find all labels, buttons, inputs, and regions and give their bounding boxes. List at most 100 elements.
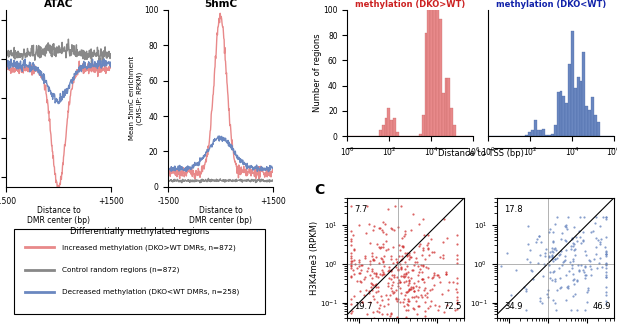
Bar bbox=[424, 32, 428, 136]
Point bbox=[429, 272, 439, 277]
Point bbox=[391, 288, 401, 293]
Bar bbox=[537, 130, 540, 136]
Point bbox=[398, 243, 408, 249]
Point bbox=[346, 254, 356, 259]
Point bbox=[392, 259, 402, 265]
Point bbox=[403, 296, 413, 301]
Point bbox=[379, 303, 389, 309]
Point bbox=[423, 246, 433, 252]
Point bbox=[392, 274, 402, 279]
Point bbox=[426, 298, 436, 304]
Point bbox=[452, 297, 462, 303]
Point bbox=[550, 245, 560, 250]
Point bbox=[586, 229, 596, 235]
Point bbox=[395, 285, 405, 290]
Point bbox=[365, 272, 375, 277]
Bar bbox=[419, 133, 421, 136]
Point bbox=[381, 247, 391, 252]
Point bbox=[595, 240, 605, 245]
Point bbox=[578, 267, 588, 273]
Point bbox=[568, 277, 578, 282]
Bar bbox=[421, 115, 424, 136]
Bar bbox=[571, 31, 574, 136]
Point bbox=[558, 259, 568, 265]
Point bbox=[378, 260, 388, 265]
Point bbox=[541, 246, 551, 251]
Point bbox=[346, 228, 356, 234]
Bar bbox=[591, 97, 594, 136]
Point bbox=[561, 247, 571, 253]
Point bbox=[511, 268, 521, 273]
Point bbox=[386, 319, 395, 325]
Point bbox=[368, 227, 378, 233]
Point bbox=[365, 280, 375, 285]
Point bbox=[409, 294, 419, 299]
Point bbox=[579, 215, 589, 220]
Point bbox=[410, 263, 420, 268]
Point bbox=[417, 277, 427, 282]
Point bbox=[569, 281, 579, 286]
Point bbox=[408, 288, 418, 294]
Point bbox=[387, 272, 397, 277]
Point bbox=[378, 241, 387, 247]
Point bbox=[566, 246, 576, 252]
Point bbox=[346, 258, 356, 264]
Point bbox=[363, 311, 373, 317]
Point bbox=[360, 276, 370, 281]
Point bbox=[378, 272, 387, 277]
Point bbox=[368, 256, 378, 261]
Point bbox=[423, 265, 433, 271]
Bar bbox=[384, 118, 387, 136]
Point bbox=[358, 292, 368, 297]
Point bbox=[583, 287, 593, 292]
Bar bbox=[594, 115, 597, 136]
Point bbox=[346, 238, 356, 243]
Point bbox=[526, 267, 536, 273]
Point bbox=[391, 296, 400, 301]
Point bbox=[578, 229, 588, 235]
Point bbox=[377, 267, 387, 273]
Point bbox=[413, 278, 423, 283]
Point bbox=[437, 291, 447, 296]
Point bbox=[348, 268, 358, 273]
Point bbox=[384, 275, 394, 280]
Point bbox=[423, 240, 433, 245]
Point bbox=[601, 262, 611, 267]
Point bbox=[409, 249, 419, 254]
Point bbox=[601, 292, 611, 297]
Point bbox=[386, 253, 395, 258]
Point bbox=[439, 252, 449, 257]
Point bbox=[595, 241, 605, 247]
Point bbox=[380, 221, 390, 226]
Point bbox=[350, 262, 360, 267]
Point bbox=[396, 290, 406, 295]
Point bbox=[576, 262, 586, 267]
Point bbox=[396, 257, 406, 262]
Point bbox=[560, 258, 569, 263]
Point bbox=[544, 254, 553, 259]
Point bbox=[412, 319, 421, 325]
Point bbox=[560, 258, 569, 263]
Point bbox=[595, 223, 605, 228]
Point bbox=[376, 245, 386, 251]
Bar bbox=[565, 103, 568, 136]
Point bbox=[399, 245, 408, 250]
Point bbox=[548, 249, 558, 254]
Point bbox=[412, 294, 421, 299]
Point bbox=[423, 275, 433, 280]
Point bbox=[568, 237, 578, 242]
Point bbox=[544, 295, 553, 300]
Point bbox=[400, 274, 410, 279]
Point bbox=[535, 298, 545, 304]
Point bbox=[352, 319, 362, 324]
Point bbox=[360, 253, 370, 258]
Point bbox=[439, 217, 449, 222]
Text: Differentially methylated regions: Differentially methylated regions bbox=[70, 227, 209, 236]
Point bbox=[378, 244, 388, 250]
Point bbox=[388, 291, 398, 296]
Bar bbox=[542, 129, 545, 136]
Bar bbox=[554, 125, 557, 136]
Point bbox=[400, 260, 410, 265]
Point bbox=[390, 203, 400, 209]
Point bbox=[389, 228, 399, 233]
